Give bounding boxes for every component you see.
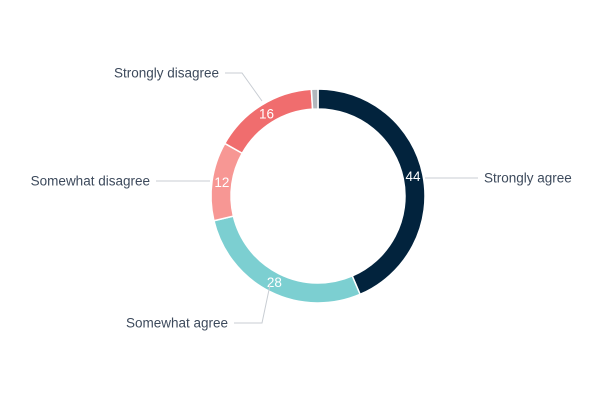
slice-other — [310, 88, 319, 110]
category-label-somewhat-agree: Somewhat agree — [126, 316, 228, 331]
category-label-strongly-disagree: Strongly disagree — [114, 66, 219, 81]
value-label-somewhat-disagree: 12 — [214, 175, 229, 190]
value-label-strongly-agree: 44 — [405, 169, 421, 184]
slice-somewhat-agree — [212, 215, 362, 304]
value-label-strongly-disagree: 16 — [259, 106, 274, 121]
value-label-somewhat-agree: 28 — [267, 275, 282, 290]
slice-strongly-agree — [317, 88, 426, 296]
leader-line-somewhat-agree — [234, 284, 271, 324]
category-label-strongly-agree: Strongly agree — [484, 171, 572, 186]
category-label-somewhat-disagree: Somewhat disagree — [31, 174, 150, 189]
leader-line-strongly-disagree — [225, 72, 263, 102]
